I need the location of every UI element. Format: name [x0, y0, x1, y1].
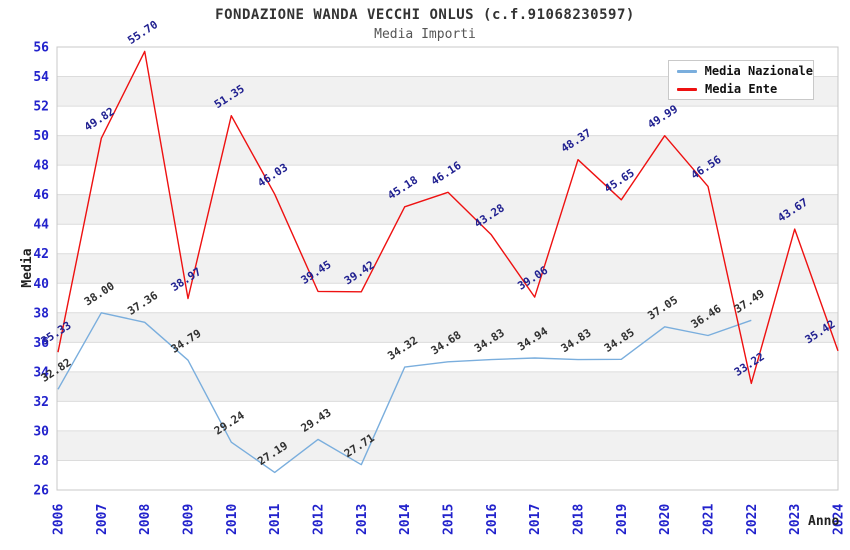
plot-bands	[57, 76, 838, 461]
chart-title: FONDAZIONE WANDA VECCHI ONLUS (c.f.91068…	[215, 7, 635, 23]
x-tick-label-2022: 2022	[745, 504, 760, 535]
y-tick-label-48: 48	[33, 159, 49, 174]
point-label-media-ente-2007: 49.82	[82, 105, 117, 134]
chart-header: FONDAZIONE WANDA VECCHI ONLUS (c.f.91068…	[0, 0, 850, 42]
x-tick-label-2024: 2024	[832, 504, 847, 535]
y-tick-label-54: 54	[33, 70, 49, 85]
x-tick-label-2016: 2016	[485, 504, 500, 535]
y-tick-label-42: 42	[33, 247, 49, 262]
ente-line-swatch-icon	[677, 87, 697, 91]
y-tick-label-28: 28	[33, 454, 49, 469]
x-tick-label-2015: 2015	[442, 504, 457, 535]
y-tick-label-40: 40	[33, 277, 49, 292]
x-axis-title: Anno	[808, 514, 839, 529]
x-tick-label-2010: 2010	[225, 504, 240, 535]
y-tick-label-50: 50	[33, 129, 49, 144]
y-tick-label-32: 32	[33, 395, 49, 410]
plot-band	[57, 371, 838, 402]
legend: Media Nazionale Media Ente	[668, 60, 814, 100]
point-label-media-nazionale-2022: 37.49	[732, 287, 767, 316]
y-tick-label-26: 26	[33, 484, 49, 499]
y-tick-label-44: 44	[33, 218, 49, 233]
x-tick-label-2007: 2007	[95, 504, 110, 535]
y-tick-label-30: 30	[33, 424, 49, 439]
point-label-media-ente-2019: 45.65	[602, 166, 637, 195]
point-label-media-ente-2020: 49.99	[645, 102, 680, 131]
plot-band	[57, 430, 838, 461]
x-tick-label-2011: 2011	[268, 504, 283, 535]
series-lines	[57, 50, 839, 474]
legend-item-media-ente: Media Ente	[677, 82, 813, 97]
legend-label-media-nazionale: Media Nazionale	[704, 64, 813, 78]
x-tick-label-2008: 2008	[138, 504, 153, 535]
x-tick-label-2019: 2019	[615, 504, 630, 535]
y-axis-title: Media	[20, 248, 35, 287]
plot-band	[57, 135, 838, 166]
y-axis-tick-labels: 26 28 30 32 34 36 38 40 42 44 46 48 50 52 54 56	[33, 41, 49, 499]
legend-label-media-ente: Media Ente	[705, 82, 778, 96]
nazionale-line-swatch-icon	[677, 69, 697, 73]
y-tick-label-52: 52	[33, 100, 49, 115]
x-tick-label-2006: 2006	[52, 504, 67, 535]
legend-item-media-nazionale: Media Nazionale	[677, 64, 813, 79]
x-tick-label-2020: 2020	[658, 504, 673, 535]
x-tick-label-2014: 2014	[398, 504, 413, 535]
y-tick-label-38: 38	[33, 306, 49, 321]
y-tick-label-46: 46	[33, 188, 49, 203]
y-tick-label-56: 56	[33, 41, 49, 56]
plot-band	[57, 312, 838, 343]
y-tick-label-34: 34	[33, 365, 49, 380]
plot-band	[57, 253, 838, 284]
x-axis-tick-labels: 2006 2007 2008 2009 2010 2011 2012 2013 2014 2015…	[52, 504, 847, 535]
x-tick-label-2021: 2021	[702, 504, 717, 535]
x-tick-label-2023: 2023	[788, 504, 803, 535]
x-tick-label-2012: 2012	[312, 504, 327, 535]
x-tick-label-2017: 2017	[528, 504, 543, 535]
plot-border	[56, 46, 839, 491]
line-media-nazionale	[57, 312, 752, 474]
x-tick-label-2009: 2009	[182, 504, 197, 535]
line-media-ente	[57, 50, 839, 385]
plot-band	[57, 194, 838, 225]
y-tick-label-36: 36	[33, 336, 49, 351]
x-tick-label-2018: 2018	[572, 504, 587, 535]
chart-subtitle: Media Importi	[374, 27, 476, 42]
x-tick-label-2013: 2013	[355, 504, 370, 535]
